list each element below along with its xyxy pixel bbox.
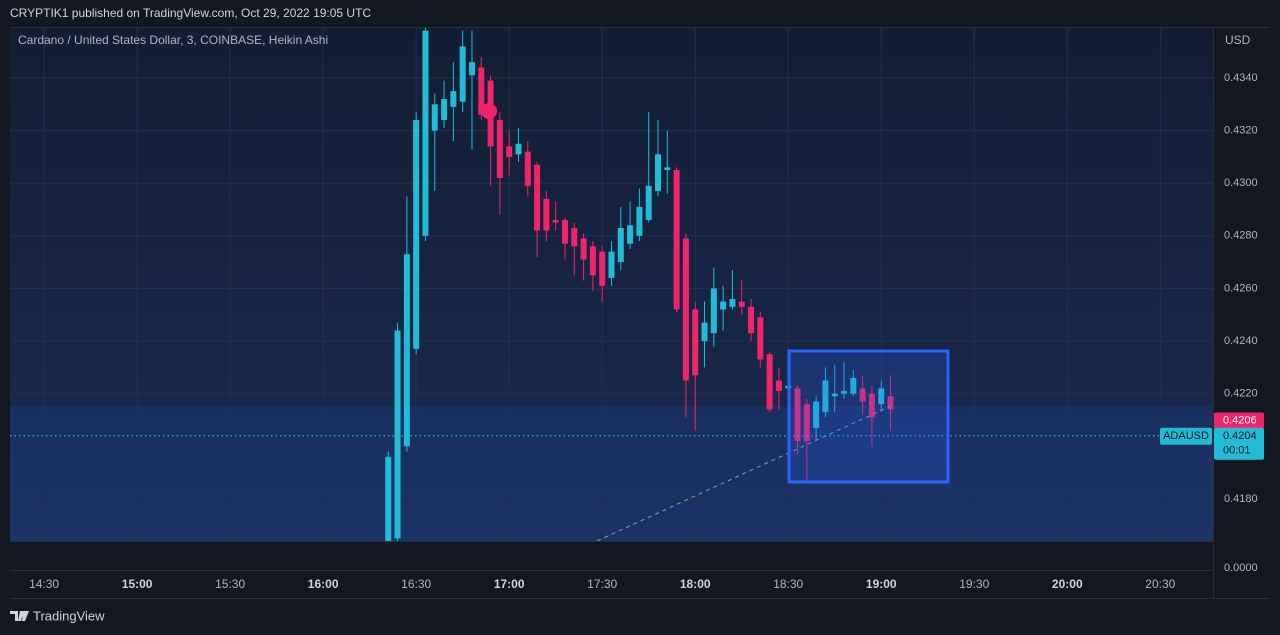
candle-body <box>682 238 689 381</box>
candle-body <box>468 62 475 76</box>
candle-body <box>692 309 699 376</box>
y-tick-label: 0.4280 <box>1224 230 1258 242</box>
candle-body <box>701 322 708 342</box>
countdown-label: 00:01 <box>1223 445 1251 457</box>
candle-body <box>673 170 680 310</box>
candle-body <box>599 251 606 286</box>
tradingview-logo <box>10 611 29 621</box>
logo-icon <box>10 611 29 621</box>
candle-body <box>431 104 438 131</box>
y-tick-label: 0.4240 <box>1224 335 1258 347</box>
candle-body <box>822 380 829 413</box>
candle-body <box>515 143 522 155</box>
candle-body <box>645 185 652 221</box>
candle-body <box>738 301 745 307</box>
signal-dot <box>481 103 497 119</box>
candle-body <box>841 391 848 394</box>
candle-body <box>589 246 596 276</box>
y-tick-label: 0.4320 <box>1224 125 1258 137</box>
candles <box>10 28 1160 541</box>
footer: TradingView <box>33 608 105 623</box>
candle-body <box>450 91 457 107</box>
candle-body <box>831 393 838 397</box>
x-tick-label: 15:30 <box>215 577 245 591</box>
x-tick-label: 18:00 <box>680 577 711 591</box>
candle-body <box>524 151 531 186</box>
candle-body <box>655 154 662 192</box>
candle-body <box>710 288 717 334</box>
candle-body <box>617 227 624 263</box>
last-price-badge <box>1214 427 1264 460</box>
highlight-box <box>787 349 950 484</box>
y-tick-label: 0.4300 <box>1224 177 1258 189</box>
candle-body <box>748 306 755 334</box>
candle-body <box>794 388 801 442</box>
shaded-zone <box>10 406 1213 541</box>
candle-body <box>543 199 550 231</box>
candle-body <box>459 46 466 102</box>
x-tick-label: 16:00 <box>308 577 339 591</box>
last-price-label: 0.4204 <box>1223 430 1257 442</box>
candle-body <box>757 317 764 360</box>
candle-body <box>441 99 448 121</box>
x-tick-label: 15:00 <box>122 577 153 591</box>
candle-body <box>413 120 420 349</box>
y-tick-label: 0.4180 <box>1224 493 1258 505</box>
candle-body <box>850 377 857 394</box>
candle-body <box>561 220 568 244</box>
candle-body <box>403 254 410 447</box>
candle-body <box>506 146 513 157</box>
symbol-label: ADAUSD <box>1163 430 1209 442</box>
header: CRYPTIK1 published on TradingView.com, O… <box>10 6 371 20</box>
candle-body <box>859 388 866 402</box>
ha-close-label: 0.4206 <box>1223 414 1257 426</box>
x-tick-label: 17:00 <box>494 577 525 591</box>
y-tick-label: 0.4340 <box>1224 72 1258 84</box>
symbol-badge <box>1160 427 1212 445</box>
lower-pane <box>10 541 1213 598</box>
candle-body <box>394 330 401 539</box>
candle-body <box>878 388 885 405</box>
x-tick-label: 17:30 <box>587 577 617 591</box>
y-tick-label: 0.4220 <box>1224 388 1258 400</box>
candle-body <box>496 120 503 178</box>
candle-body <box>580 238 587 260</box>
candle-body <box>571 227 578 247</box>
candle-body <box>868 393 875 418</box>
candle-body <box>636 206 643 236</box>
x-tick-label: 19:00 <box>866 577 897 591</box>
chart-title: Cardano / United States Dollar, 3, COINB… <box>18 33 328 47</box>
candle-body <box>478 67 485 115</box>
candle-body <box>887 396 894 410</box>
labels: 0.4180 0.4220 0.4240 0.4260 0.4280 0.4300 0.43… <box>29 72 1264 591</box>
candle-body <box>813 401 820 428</box>
candle-body <box>534 164 541 231</box>
candle-body <box>608 251 615 278</box>
candle-body <box>627 225 634 244</box>
currency-label: USD <box>1225 33 1251 47</box>
candle-body <box>385 456 392 541</box>
candle-body <box>720 301 727 310</box>
candle-body <box>803 404 810 442</box>
x-tick-label: 18:30 <box>773 577 803 591</box>
x-tick-label: 16:30 <box>401 577 431 591</box>
x-tick-label: 20:30 <box>1145 577 1175 591</box>
ha-close-badge <box>1214 412 1264 429</box>
candle-body <box>422 30 429 236</box>
candle-body <box>775 380 782 392</box>
candle-body <box>552 220 559 223</box>
drawings <box>481 103 950 541</box>
grid <box>10 28 1213 541</box>
x-tick-label: 14:30 <box>29 577 59 591</box>
x-tick-label: 19:30 <box>959 577 989 591</box>
lower-axis-label: 0.0000 <box>1224 562 1258 574</box>
candle-body <box>766 354 773 410</box>
x-tick-label: 20:00 <box>1052 577 1083 591</box>
candle-body <box>729 298 736 307</box>
trend-line <box>596 404 894 541</box>
y-tick-label: 0.4260 <box>1224 282 1258 294</box>
candle-body <box>664 167 671 171</box>
